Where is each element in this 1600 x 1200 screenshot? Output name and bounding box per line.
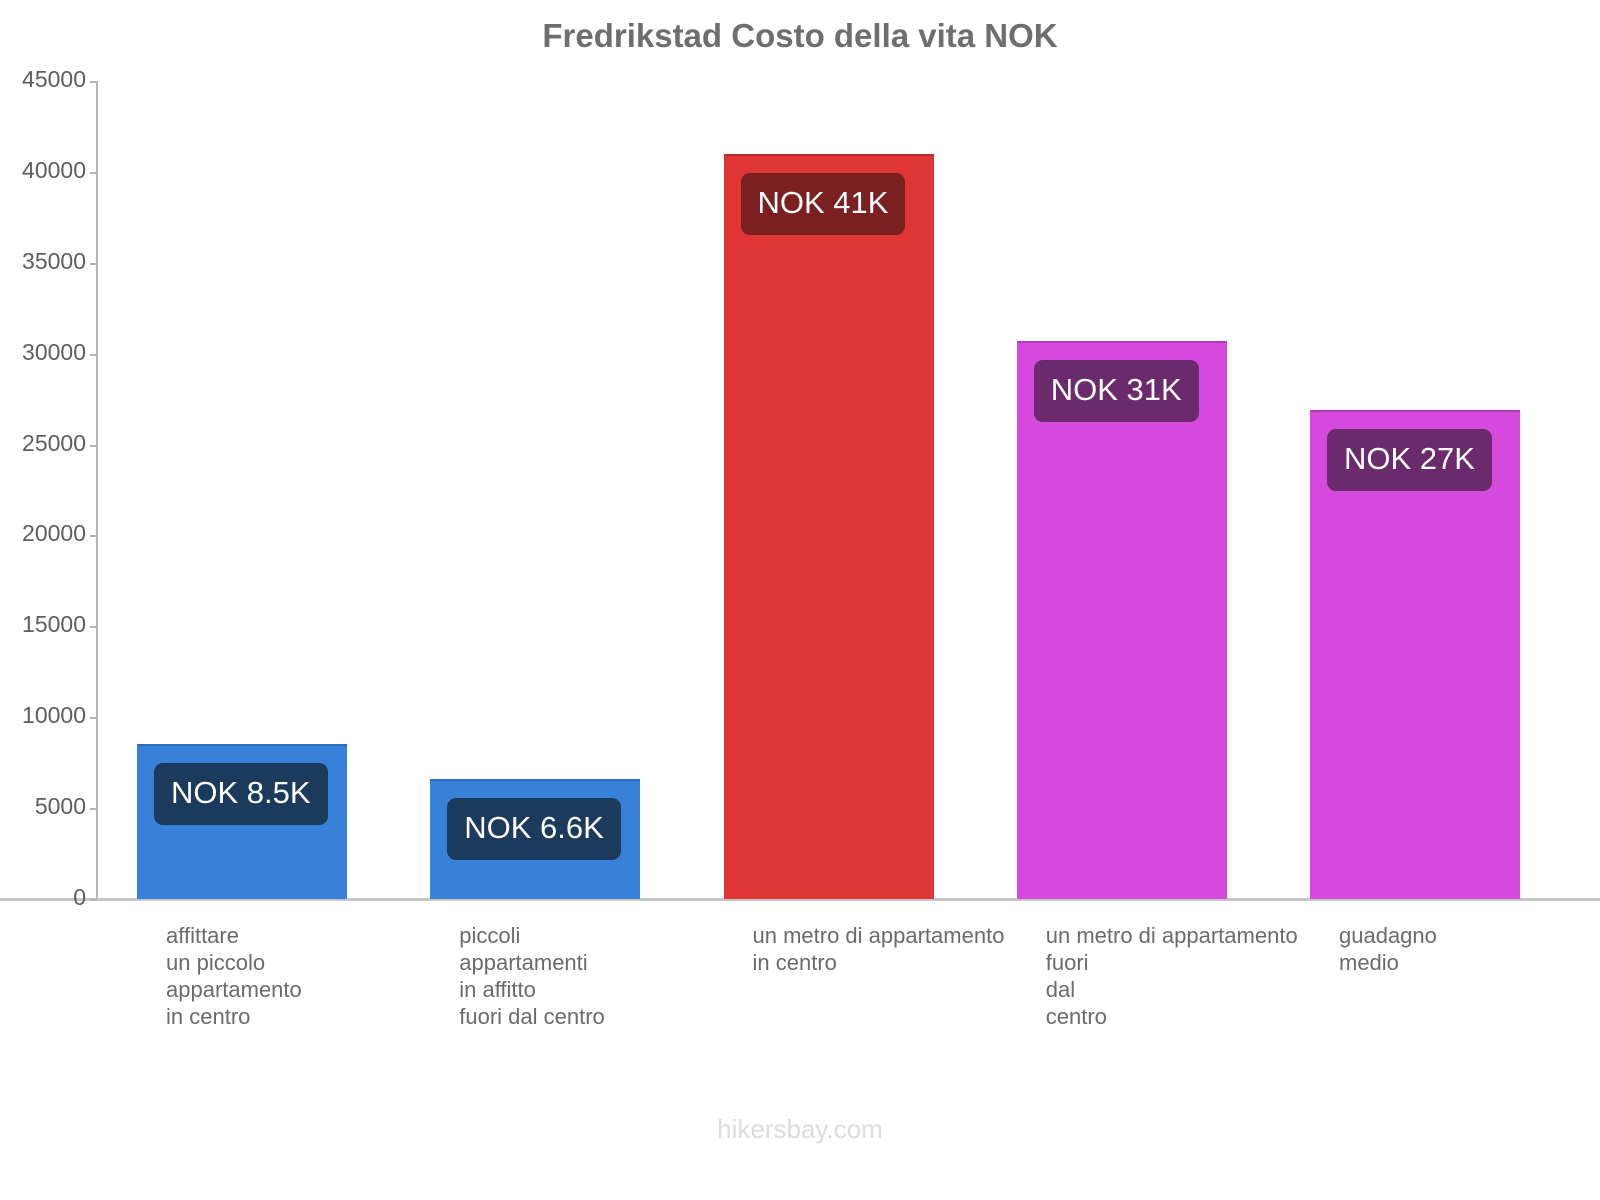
x-axis-category-label: guadagno medio — [1339, 923, 1437, 975]
bar[interactable] — [1016, 340, 1227, 899]
bar[interactable] — [1310, 410, 1520, 899]
y-axis-tick-mark — [90, 444, 97, 447]
y-axis-tick-label: 30000 — [22, 338, 86, 365]
x-axis-category-label: un metro di appartamento in centro — [752, 923, 1005, 975]
footer-watermark: hikersbay.com — [717, 1114, 883, 1144]
bar-value-label: NOK 8.5K — [154, 763, 328, 826]
y-axis-tick-label: 0 — [73, 884, 86, 910]
y-axis-tick-mark — [90, 717, 97, 720]
y-axis-tick-mark — [90, 262, 97, 265]
x-axis-category-label: un metro di appartamento fuori dal centr… — [1045, 923, 1298, 1029]
y-axis-tick-mark — [90, 626, 97, 629]
y-axis-tick-label: 10000 — [22, 702, 86, 729]
y-axis-tick-label: 45000 — [22, 66, 86, 92]
chart-title: Fredrikstad Costo della vita NOK — [542, 17, 1058, 54]
bar-value-label: NOK 27K — [1327, 429, 1492, 492]
y-axis-tick-label: 5000 — [34, 793, 86, 820]
y-axis-tick-label: 25000 — [22, 429, 86, 456]
y-axis-line — [96, 81, 98, 899]
y-axis-tick-mark — [90, 353, 97, 356]
bar-value-label: NOK 6.6K — [447, 798, 621, 861]
y-axis-tick-mark — [90, 81, 97, 83]
y-axis-tick-mark — [90, 808, 97, 811]
x-axis-baseline — [0, 898, 1600, 901]
y-axis-tick-mark — [90, 535, 97, 538]
y-axis-tick-label: 15000 — [22, 611, 86, 638]
bar-value-label: NOK 31K — [1033, 359, 1199, 422]
x-axis-category-label: affittare un piccolo appartamento in cen… — [166, 923, 302, 1029]
bar-value-label: NOK 41K — [740, 172, 906, 235]
y-axis-tick-label: 40000 — [22, 156, 86, 183]
y-axis-tick-mark — [90, 171, 97, 174]
y-axis-tick-label: 20000 — [22, 520, 86, 547]
bar[interactable] — [723, 153, 934, 899]
x-axis-category-label: piccoli appartamenti in affitto fuori da… — [459, 923, 605, 1029]
y-axis-tick-label: 35000 — [22, 247, 86, 274]
y-axis-tick-mark — [90, 899, 97, 901]
